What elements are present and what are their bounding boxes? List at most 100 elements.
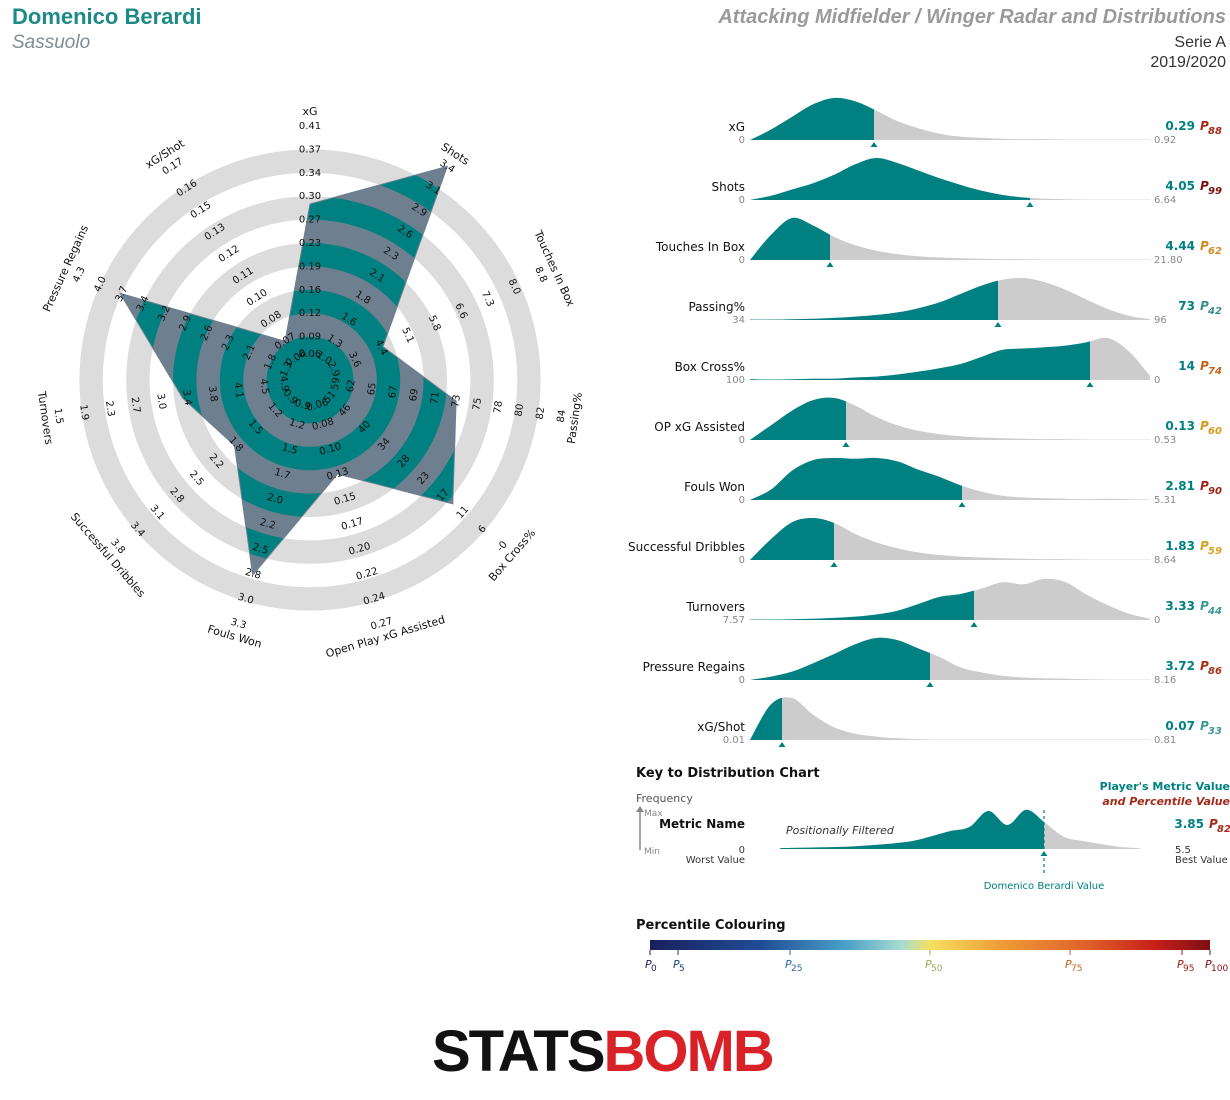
percentile-tick-p: P bbox=[645, 958, 652, 971]
percentile-tick-label: 100 bbox=[1211, 964, 1228, 974]
distribution-player-value: 4.05 bbox=[1165, 179, 1195, 193]
radar-tick-label: 0.23 bbox=[299, 238, 321, 249]
competition: Serie A bbox=[1174, 34, 1226, 51]
key-example-value: 3.85 bbox=[1174, 817, 1204, 831]
radar-tick-label: 2.3 bbox=[103, 400, 116, 417]
distribution-metric-name: Touches In Box bbox=[655, 240, 745, 254]
distribution-area-player bbox=[750, 637, 930, 680]
distribution-marker bbox=[1086, 382, 1094, 387]
radar-tick-label: 84 bbox=[556, 409, 569, 423]
radar-tick-label: 82 bbox=[535, 406, 548, 420]
key-example-percentile-label: P bbox=[1209, 817, 1218, 831]
distribution-key: Key to Distribution Chart Frequency Max Min… bbox=[636, 766, 1230, 892]
distribution-percentile-label: P bbox=[1200, 119, 1209, 133]
distribution-area bbox=[750, 517, 1150, 560]
distribution-percentile-label: P bbox=[1200, 539, 1209, 553]
radar-tick-label: 1.5 bbox=[280, 442, 298, 457]
key-best-label: Best Value bbox=[1175, 855, 1228, 866]
distribution-metric-name: Fouls Won bbox=[684, 480, 745, 494]
distribution-area bbox=[750, 697, 1150, 740]
distribution-low-value: 34 bbox=[732, 315, 745, 326]
distribution-area bbox=[750, 397, 1150, 440]
radar-tick-label: 0.27 bbox=[299, 215, 321, 226]
radar-tick-label: 0.34 bbox=[299, 168, 321, 179]
report-title: Attacking Midfielder / Winger Radar and … bbox=[718, 6, 1226, 28]
distribution-area-player bbox=[750, 517, 834, 560]
radar-tick-label: 4.5 bbox=[257, 378, 270, 395]
radar-tick-label: 3.0 bbox=[236, 592, 254, 607]
distribution-low-value: 0 bbox=[739, 195, 745, 206]
distribution-percentile: 88 bbox=[1208, 126, 1222, 137]
radar-tick-label: 3.3 bbox=[229, 617, 247, 632]
distribution-player-value: 0.29 bbox=[1165, 119, 1195, 133]
radar-tick-label: 2.5 bbox=[251, 542, 269, 557]
distribution-area-player bbox=[750, 590, 974, 620]
percentile-tick-label: 50 bbox=[931, 964, 943, 974]
radar-tick-label: 2.0 bbox=[266, 492, 284, 507]
key-percentile-value-label: and Percentile Value bbox=[1102, 795, 1230, 808]
distribution-percentile: 62 bbox=[1208, 246, 1222, 257]
radar-outline bbox=[119, 165, 457, 577]
distribution-high-value: 6.64 bbox=[1154, 195, 1176, 206]
radar-tick-label: 1.9 bbox=[77, 404, 90, 421]
distribution-high-value: 0 bbox=[1154, 615, 1160, 626]
radar-tick-label: 0.12 bbox=[299, 308, 321, 319]
distribution-metric-name: xG bbox=[729, 120, 745, 134]
percentile-tick-label: 95 bbox=[1183, 964, 1194, 974]
statsbomb-logo: STATSBOMB bbox=[432, 1018, 775, 1085]
distribution-percentile: 59 bbox=[1208, 546, 1222, 557]
distribution-marker bbox=[958, 502, 966, 507]
distribution-percentile: 90 bbox=[1208, 486, 1222, 497]
percentile-tick-p: P bbox=[925, 958, 932, 971]
distribution-marker bbox=[1026, 202, 1034, 207]
key-metric-name: Metric Name bbox=[659, 817, 745, 831]
distribution-metric-name: xG/Shot bbox=[697, 720, 745, 734]
key-distribution-player-area bbox=[780, 809, 1044, 849]
distribution-high-value: 0 bbox=[1154, 375, 1160, 386]
logo-stats: STATS bbox=[432, 1019, 606, 1084]
radar-tick-label: 0.06 bbox=[299, 349, 321, 360]
distribution-percentile-label: P bbox=[1200, 659, 1209, 673]
radar-tick-label: 80 bbox=[513, 403, 526, 417]
radar-tick-label: 4.9 bbox=[277, 375, 290, 392]
distribution-marker bbox=[994, 322, 1002, 327]
percentile-tick-label: 5 bbox=[679, 964, 685, 974]
distribution-player-value: 0.13 bbox=[1165, 419, 1195, 433]
distribution-percentile: 42 bbox=[1207, 306, 1222, 317]
percentile-tick-p: P bbox=[785, 958, 792, 971]
radar-tick-label: 3.0 bbox=[154, 393, 167, 410]
distribution-percentile-label: P bbox=[1200, 719, 1209, 733]
radar-tick-label: 0.9 bbox=[293, 398, 311, 413]
distribution-high-value: 5.31 bbox=[1154, 495, 1176, 506]
distribution-area-player bbox=[750, 457, 962, 500]
radar-tick-label: 62 bbox=[345, 379, 358, 393]
distribution-area-player bbox=[750, 157, 1030, 200]
distribution-low-value: 7.57 bbox=[723, 615, 745, 626]
distribution-percentile: 86 bbox=[1208, 666, 1222, 677]
distribution-area-player bbox=[750, 97, 874, 140]
distribution-area-player bbox=[750, 217, 830, 260]
radar-tick-label: 75 bbox=[471, 397, 484, 411]
radar-tick-label: 67 bbox=[387, 385, 400, 399]
percentile-tick-label: 75 bbox=[1071, 964, 1082, 974]
radar-axis-label: xG bbox=[302, 105, 317, 118]
distribution-percentile-label: P bbox=[1200, 479, 1209, 493]
radar-tick-label: 1.2 bbox=[288, 417, 306, 432]
distribution-metric-name: Successful Dribbles bbox=[628, 540, 745, 554]
distribution-percentile: 99 bbox=[1208, 186, 1222, 197]
distribution-low-value: 0 bbox=[739, 555, 745, 566]
distribution-marker bbox=[826, 262, 834, 267]
distribution-area-player bbox=[750, 341, 1090, 380]
distribution-metric-name: Pressure Regains bbox=[643, 660, 745, 674]
distribution-percentile-label: P bbox=[1200, 179, 1209, 193]
key-max-label: Max bbox=[644, 809, 663, 819]
radar-tick-label: 2.8 bbox=[244, 567, 262, 582]
percentile-tick-p: P bbox=[1065, 958, 1072, 971]
distribution-player-value: 4.44 bbox=[1165, 239, 1195, 253]
key-worst-value: 0 bbox=[739, 845, 745, 856]
radar-tick-label: 71 bbox=[429, 391, 442, 405]
distribution-marker bbox=[778, 742, 786, 747]
distribution-low-value: 0 bbox=[739, 135, 745, 146]
